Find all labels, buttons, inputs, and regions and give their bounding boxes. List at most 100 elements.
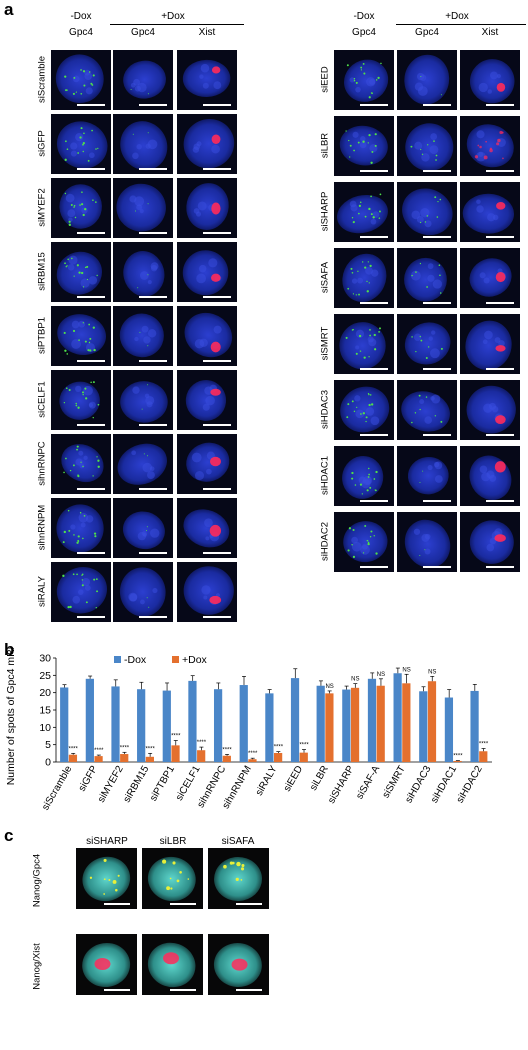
bar-plus-dox [222,755,231,762]
scale-bar [170,903,196,905]
left-col1-header: Gpc4 [69,27,93,38]
scale-bar [77,616,105,618]
bar-minus-dox [188,680,197,762]
c-col-header-safa: siSAFA [221,836,255,847]
row-label-sisharp: siSHARP [319,191,331,232]
significance-label: **** [274,745,284,751]
right-cond-plus-dox: +Dox [445,11,469,22]
c-tile-sisafa-gpc4 [208,848,269,909]
left-plus-dox-line [110,24,244,25]
tile-siCELF1-minusdox-gpc4 [51,370,111,430]
left-cond-minus-dox: -Dox [70,11,92,22]
y-tick-label: 25 [39,670,51,682]
panel-c-letter: c [4,826,14,845]
tile-siGFP-minusdox-gpc4 [51,114,111,174]
tile-siScramble-minusdox-gpc4 [51,50,111,110]
scale-bar [423,500,451,502]
c-tile-silbr-gpc4 [142,848,203,909]
scale-bar [486,368,514,370]
bar-minus-dox [393,673,402,762]
x-tick-label: siSMRT [381,764,408,800]
tile-sihnRNPC-plusdox-xist [177,434,237,494]
significance-label: NS [402,667,410,673]
scale-bar [203,232,231,234]
tile-siRALY-plusdox-gpc4 [113,562,173,622]
scale-bar [139,104,167,106]
row-label-sieed: siEED [319,66,331,93]
c-tile-sisafa-xist [208,934,269,995]
scale-bar [423,566,451,568]
c-row-label-gpc4: Nanog/Gpc4 [31,853,43,908]
gpc4-spot-bar-chart: Number of spots of Gpc4 mRNA 0 5 10 15 20 25 30… [5,648,492,813]
scale-bar [360,500,388,502]
bar-plus-dox [94,756,103,762]
scale-bar [236,989,262,991]
scale-bar [139,488,167,490]
tile-siRBM15-minusdox-gpc4 [51,242,111,302]
left-col2-header: Gpc4 [131,27,155,38]
legend-label: -Dox [124,654,147,666]
scale-bar [77,424,105,426]
tile-siHDAC1-plusdox-gpc4 [397,446,457,506]
scale-bar [203,360,231,362]
significance-label: NS [428,669,436,675]
tile-siLBR-minusdox-gpc4 [334,116,394,176]
y-tick-label: 30 [39,653,51,665]
scale-bar [360,170,388,172]
significance-label: **** [94,748,104,754]
tile-siSHARP-plusdox-gpc4 [397,182,457,242]
x-tick-label: siScramble [40,764,74,813]
scale-bar [486,170,514,172]
bar-plus-dox [325,693,334,762]
panel-b-letter: b [4,640,15,659]
bar-minus-dox [85,678,94,762]
significance-label: **** [197,740,207,746]
x-tick-label: siRALY [254,764,280,798]
tile-siHDAC2-plusdox-xist [460,512,520,572]
row-label-sigfp: siGFP [36,130,48,157]
tile-siHDAC3-plusdox-gpc4 [397,380,457,440]
scale-bar [423,170,451,172]
legend-swatch [172,656,179,663]
tile-siSMRT-plusdox-xist [460,314,520,374]
bar-plus-dox [479,751,488,762]
row-label-siscramble: siScramble [36,56,48,103]
scale-bar [203,296,231,298]
scale-bar [203,168,231,170]
scale-bar [77,488,105,490]
significance-label: NS [377,672,385,678]
scale-bar [104,903,130,905]
tile-siHDAC2-minusdox-gpc4 [334,512,394,572]
legend-swatch [114,656,121,663]
bar-plus-dox [68,754,78,762]
y-tick-label: 20 [39,687,51,699]
bar-plus-dox [248,759,257,762]
tile-siHDAC3-plusdox-xist [460,380,520,440]
bar-minus-dox [470,690,479,762]
tile-siHDAC1-minusdox-gpc4 [334,446,394,506]
bar-minus-dox [111,686,120,762]
bar-minus-dox [137,689,146,762]
row-label-simyef2: siMYEF2 [36,188,48,227]
row-label-sihdac1: siHDAC1 [319,455,331,496]
row-label-sihnrnpm: sihnRNPM [36,504,48,551]
tile-siPTBP1-plusdox-xist [177,306,237,366]
scale-bar [139,424,167,426]
tile-siCELF1-plusdox-xist [177,370,237,430]
scale-bar [203,616,231,618]
significance-label: **** [222,747,232,753]
significance-label: **** [69,746,79,752]
tile-siRALY-minusdox-gpc4 [51,562,111,622]
x-tick-label: siGFP [77,764,101,794]
tile-siSAFA-plusdox-xist [460,248,520,308]
tile-siEED-plusdox-gpc4 [397,50,457,110]
bar-minus-dox [265,693,274,762]
scale-bar [77,552,105,554]
scale-bar [423,434,451,436]
tile-siSHARP-plusdox-xist [460,182,520,242]
panel-a-letter: a [4,0,14,19]
tile-siHDAC3-minusdox-gpc4 [334,380,394,440]
row-label-sicelf1: siCELF1 [36,381,48,418]
significance-label: **** [479,741,489,747]
tile-siSMRT-minusdox-gpc4 [334,314,394,374]
